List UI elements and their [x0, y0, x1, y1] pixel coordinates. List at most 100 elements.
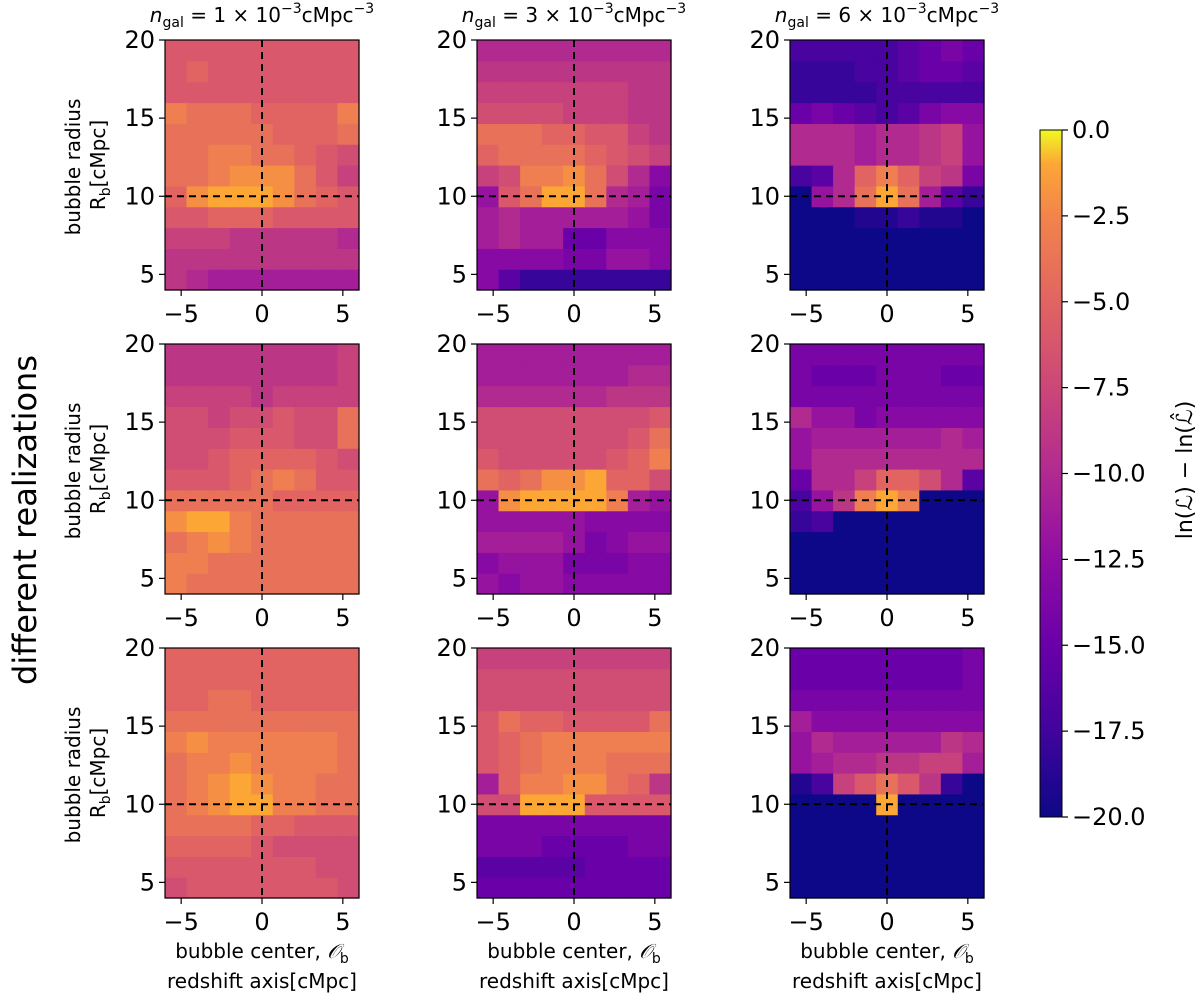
heatmap-cell — [897, 773, 920, 795]
heatmap-cell — [186, 531, 209, 553]
heatmap-cell — [627, 710, 651, 732]
heatmap-cell — [272, 427, 295, 449]
heatmap-cell — [337, 144, 360, 166]
heatmap-cell — [208, 144, 231, 166]
heatmap-cell — [498, 752, 521, 774]
heatmap-cell — [541, 206, 564, 229]
heatmap-cell — [962, 144, 985, 166]
heatmap-cell — [315, 668, 339, 691]
y-axis-label-line2: Rb[cMpc] — [86, 424, 114, 514]
heatmap-cell — [520, 144, 543, 166]
heatmap-cell — [962, 364, 985, 387]
heatmap-cell — [811, 269, 834, 291]
x-tick-label: −5 — [163, 604, 198, 632]
heatmap-cell — [919, 814, 942, 837]
heatmap-cell — [649, 40, 672, 62]
heatmap-cell — [165, 406, 188, 428]
colorbar-tick-label: −17.5 — [1072, 717, 1146, 745]
heatmap-cell — [940, 165, 964, 187]
heatmap-cell — [229, 648, 252, 670]
heatmap-cell — [208, 427, 231, 449]
y-tick-label: 15 — [749, 104, 780, 132]
heatmap-cell — [563, 877, 586, 899]
heatmap-cell — [520, 835, 543, 857]
heatmap-cell — [649, 102, 672, 124]
heatmap-cell — [541, 385, 564, 408]
heatmap-cell — [541, 773, 564, 795]
heatmap-cell — [919, 344, 942, 366]
y-tick-label: 15 — [436, 408, 467, 436]
heatmap-cell — [186, 793, 209, 816]
heatmap-cell — [208, 206, 231, 229]
heatmap-cell — [833, 102, 856, 124]
heatmap-cell — [584, 710, 607, 732]
heatmap-cell — [962, 877, 985, 899]
heatmap-cell — [498, 793, 521, 816]
heatmap-cell — [811, 668, 834, 691]
heatmap-cell — [337, 710, 360, 732]
heatmap-cell — [498, 144, 521, 166]
heatmap-cell — [186, 102, 209, 124]
heatmap-cell — [315, 648, 339, 670]
heatmap-cell — [315, 102, 339, 124]
heatmap-cell — [649, 448, 672, 470]
heatmap-cell — [811, 510, 834, 533]
heatmap-cell — [584, 60, 607, 83]
heatmap-cell — [627, 856, 651, 878]
heatmap-cell — [606, 81, 629, 104]
heatmap-cell — [790, 814, 813, 837]
heatmap-cell — [897, 814, 920, 837]
heatmap-cell — [165, 531, 188, 553]
heatmap-cell — [854, 102, 877, 124]
heatmap-cell — [294, 344, 317, 366]
heatmap-cell — [165, 648, 188, 670]
heatmap-cell — [294, 385, 317, 408]
heatmap-cell — [251, 364, 274, 387]
heatmap-cell — [627, 269, 651, 291]
heatmap-cell — [165, 877, 188, 899]
side-label: different realizations — [6, 355, 44, 685]
heatmap-cell — [186, 206, 209, 229]
heatmap-cell — [940, 144, 964, 166]
heatmap-cell — [272, 60, 295, 83]
heatmap-cell — [897, 364, 920, 387]
heatmap-cell — [584, 40, 607, 62]
heatmap-cell — [337, 40, 360, 62]
heatmap-cell — [251, 877, 274, 899]
heatmap-cell — [337, 344, 360, 366]
heatmap-cell — [315, 269, 339, 291]
y-tick-label: 5 — [765, 564, 780, 592]
x-tick-label: 0 — [879, 604, 894, 632]
heatmap-cell — [649, 689, 672, 712]
heatmap-cell — [940, 427, 964, 449]
heatmap-cell — [940, 752, 964, 774]
heatmap-cell — [962, 385, 985, 408]
heatmap-cell — [520, 510, 543, 533]
heatmap-cell — [649, 344, 672, 366]
heatmap-cell — [186, 689, 209, 712]
y-tick-label: 20 — [436, 26, 467, 54]
heatmap-cell — [337, 206, 360, 229]
heatmap-cell — [315, 60, 339, 83]
heatmap-cell — [294, 793, 317, 816]
heatmap-cell — [962, 552, 985, 574]
heatmap-cell — [498, 710, 521, 732]
heatmap-cell — [520, 40, 543, 62]
heatmap-cell — [229, 531, 252, 553]
heatmap-cell — [563, 40, 586, 62]
heatmap-cell — [251, 668, 274, 691]
heatmap-cell — [337, 448, 360, 470]
heatmap-cell — [315, 40, 339, 62]
heatmap-cell — [520, 165, 543, 187]
heatmap-cell — [229, 165, 252, 187]
heatmap-cell — [520, 248, 543, 270]
heatmap-cell — [962, 469, 985, 491]
heatmap-cell — [294, 510, 317, 533]
heatmap-cell — [627, 385, 651, 408]
x-tick-label: −5 — [475, 604, 510, 632]
heatmap-cell — [811, 102, 834, 124]
heatmap-cell — [790, 835, 813, 857]
heatmap-cell — [315, 364, 339, 387]
